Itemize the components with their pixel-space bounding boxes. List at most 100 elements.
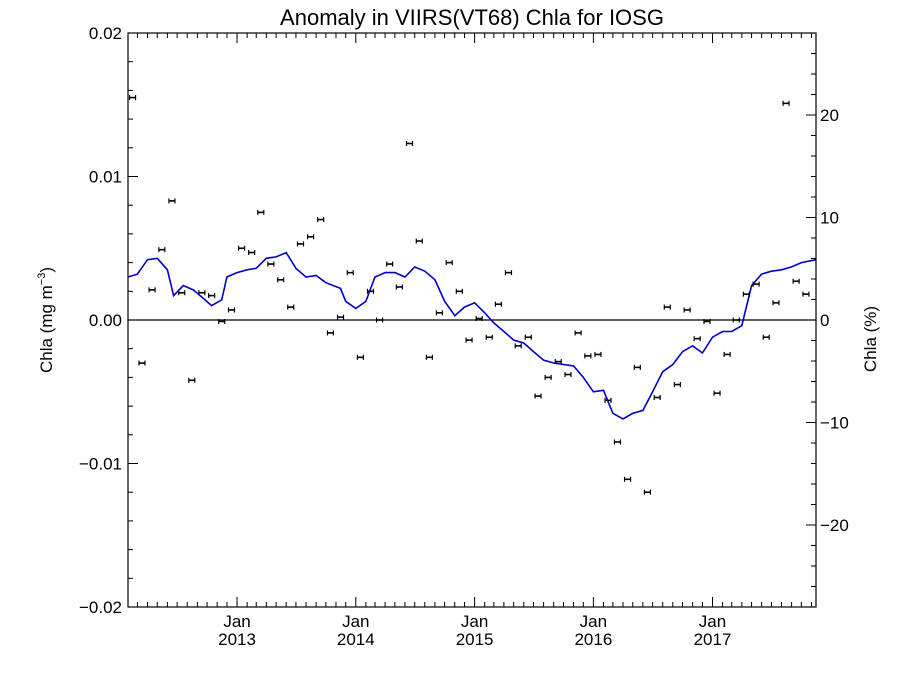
data-point [564,372,572,378]
data-point [752,281,760,287]
data-point [494,301,502,307]
data-point [594,351,602,357]
data-point [267,261,275,267]
data-point [415,238,423,244]
left-y-axis-label: Chla (mg m−3) [36,267,56,373]
data-point [653,394,661,400]
data-point [366,288,375,294]
left-y-axis-label-close: ) [37,267,56,273]
data-point [772,300,780,306]
data-point [277,277,285,283]
right-tick-label: −20 [820,516,849,535]
data-point [198,290,206,296]
data-point [633,364,641,370]
data-point [296,241,305,247]
data-point [237,245,246,251]
x-tick-year-label: 2017 [694,630,732,649]
x-tick-month-label: Jan [342,612,369,631]
data-point [782,100,790,106]
data-point [742,291,750,297]
data-point [188,377,196,383]
data-point [148,287,156,293]
data-point [128,95,137,101]
data-point [257,209,265,215]
left-tick-label: 0.02 [89,24,122,43]
data-point [554,359,562,365]
smoothed-series-line [127,251,817,420]
data-point [623,476,632,482]
data-point [227,307,236,313]
data-point [723,351,731,357]
data-point [178,290,186,296]
data-point [158,247,166,253]
right-y-axis: −20 −10 0 10 20 [806,32,849,608]
data-point [643,489,652,495]
data-point [405,140,414,146]
data-point [435,310,444,316]
data-point [395,284,404,290]
x-tick-year-label: 2016 [574,630,612,649]
data-point [604,397,612,403]
data-point [524,334,532,340]
data-point [336,314,345,320]
plot-area [127,95,817,495]
data-point [574,330,582,336]
data-point [445,260,453,266]
left-tick-label: −0.02 [79,598,122,617]
data-point [168,198,176,204]
data-point [514,343,522,349]
data-point [732,317,740,323]
data-point [544,374,552,380]
x-tick-month-label: Jan [461,612,488,631]
data-point [475,316,483,322]
data-point [375,317,384,323]
data-point [703,318,711,324]
left-y-axis-label-superscript: −3 [36,273,48,286]
right-tick-label: 20 [820,106,839,125]
data-point [465,337,473,343]
left-tick-label: 0.00 [89,311,122,330]
right-y-axis-label: Chla (%) [861,306,880,372]
data-point [683,307,691,313]
x-tick-month-label: Jan [580,612,607,631]
data-point [504,270,513,276]
x-tick-month-label: Jan [699,612,726,631]
right-tick-label: 0 [820,311,829,330]
data-point [386,261,394,267]
left-y-axis-label-main: Chla (mg m [37,285,56,373]
data-point [485,334,493,340]
anomaly-points [128,95,810,495]
data-point [693,336,701,342]
data-point [248,250,256,256]
data-point [287,304,295,310]
data-point [802,291,810,297]
right-tick-label: 10 [820,209,839,228]
x-tick-year-label: 2013 [218,630,256,649]
x-tick-month-label: Jan [223,612,250,631]
data-point [663,304,671,310]
data-point [356,354,364,360]
left-y-axis: −0.02 −0.01 0.00 0.01 0.02 [79,24,138,617]
data-point [673,382,681,388]
data-point [306,234,315,240]
data-point [208,293,216,299]
data-point [346,270,354,276]
left-tick-label: −0.01 [79,455,122,474]
data-point [455,288,463,294]
x-tick-year-label: 2014 [337,630,375,649]
data-point [762,334,770,340]
data-point [713,390,721,396]
data-point [138,360,146,366]
data-point [792,278,800,284]
data-point [425,354,433,360]
data-point [317,217,325,223]
right-tick-label: −10 [820,414,849,433]
data-point [534,393,542,399]
data-point [326,330,335,336]
x-tick-year-label: 2015 [456,630,494,649]
data-point [218,318,226,324]
data-point [613,439,622,445]
chart-title: Anomaly in VIIRS(VT68) Chla for IOSG [280,5,664,30]
